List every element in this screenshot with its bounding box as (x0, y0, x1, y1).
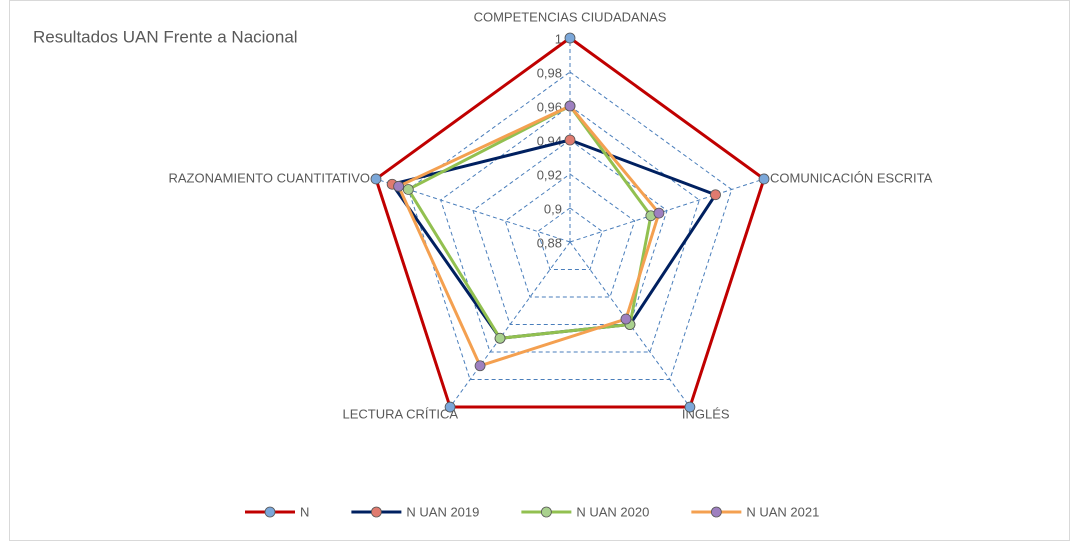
legend-marker (264, 506, 276, 518)
legend-marker (540, 506, 552, 518)
r-tick-label: 0,9 (544, 201, 562, 216)
category-label: LECTURA CRÍTICA (343, 406, 459, 421)
series-marker (564, 32, 576, 44)
grid-ring (407, 71, 733, 381)
legend-marker (710, 506, 722, 518)
grid-ring (504, 173, 636, 298)
category-label: COMUNICACIÓN ESCRITA (770, 170, 933, 185)
legend-label: N UAN 2021 (746, 504, 819, 519)
chart-border (9, 0, 1070, 541)
grid-ring (440, 105, 700, 353)
legend-label: N UAN 2019 (406, 504, 479, 519)
series-line (406, 104, 653, 340)
series-marker (684, 401, 696, 413)
series-line (396, 104, 661, 368)
series-marker (564, 100, 576, 112)
series-marker (564, 134, 576, 146)
series-marker (393, 180, 405, 192)
r-tick-label: 0,98 (537, 65, 562, 80)
spoke (449, 241, 571, 408)
legend-marker (370, 506, 382, 518)
legend-label: N UAN 2020 (576, 504, 649, 519)
r-tick-label: 0,88 (537, 235, 562, 250)
series-marker (710, 189, 721, 201)
legend-label: N (300, 504, 309, 519)
category-label: COMPETENCIAS CIUDADANAS (474, 9, 667, 24)
category-label: RAZONAMIENTO CUANTITATIVO (168, 170, 370, 185)
grid-ring (472, 139, 668, 326)
chart-title: Resultados UAN Frente a Nacional (33, 27, 298, 46)
series-marker (758, 173, 770, 185)
r-tick-label: 0,92 (537, 167, 562, 182)
r-tick-label: 0,96 (537, 99, 562, 114)
series-marker (402, 184, 414, 195)
series-marker (370, 173, 382, 185)
series-marker (444, 401, 456, 413)
series-line (374, 36, 766, 409)
series-marker (620, 313, 632, 325)
series-marker (474, 360, 486, 372)
r-tick-label: 1 (555, 31, 562, 46)
series-marker (494, 332, 506, 344)
spoke (569, 178, 765, 243)
grid-ring (537, 207, 603, 271)
series-marker (653, 207, 665, 219)
